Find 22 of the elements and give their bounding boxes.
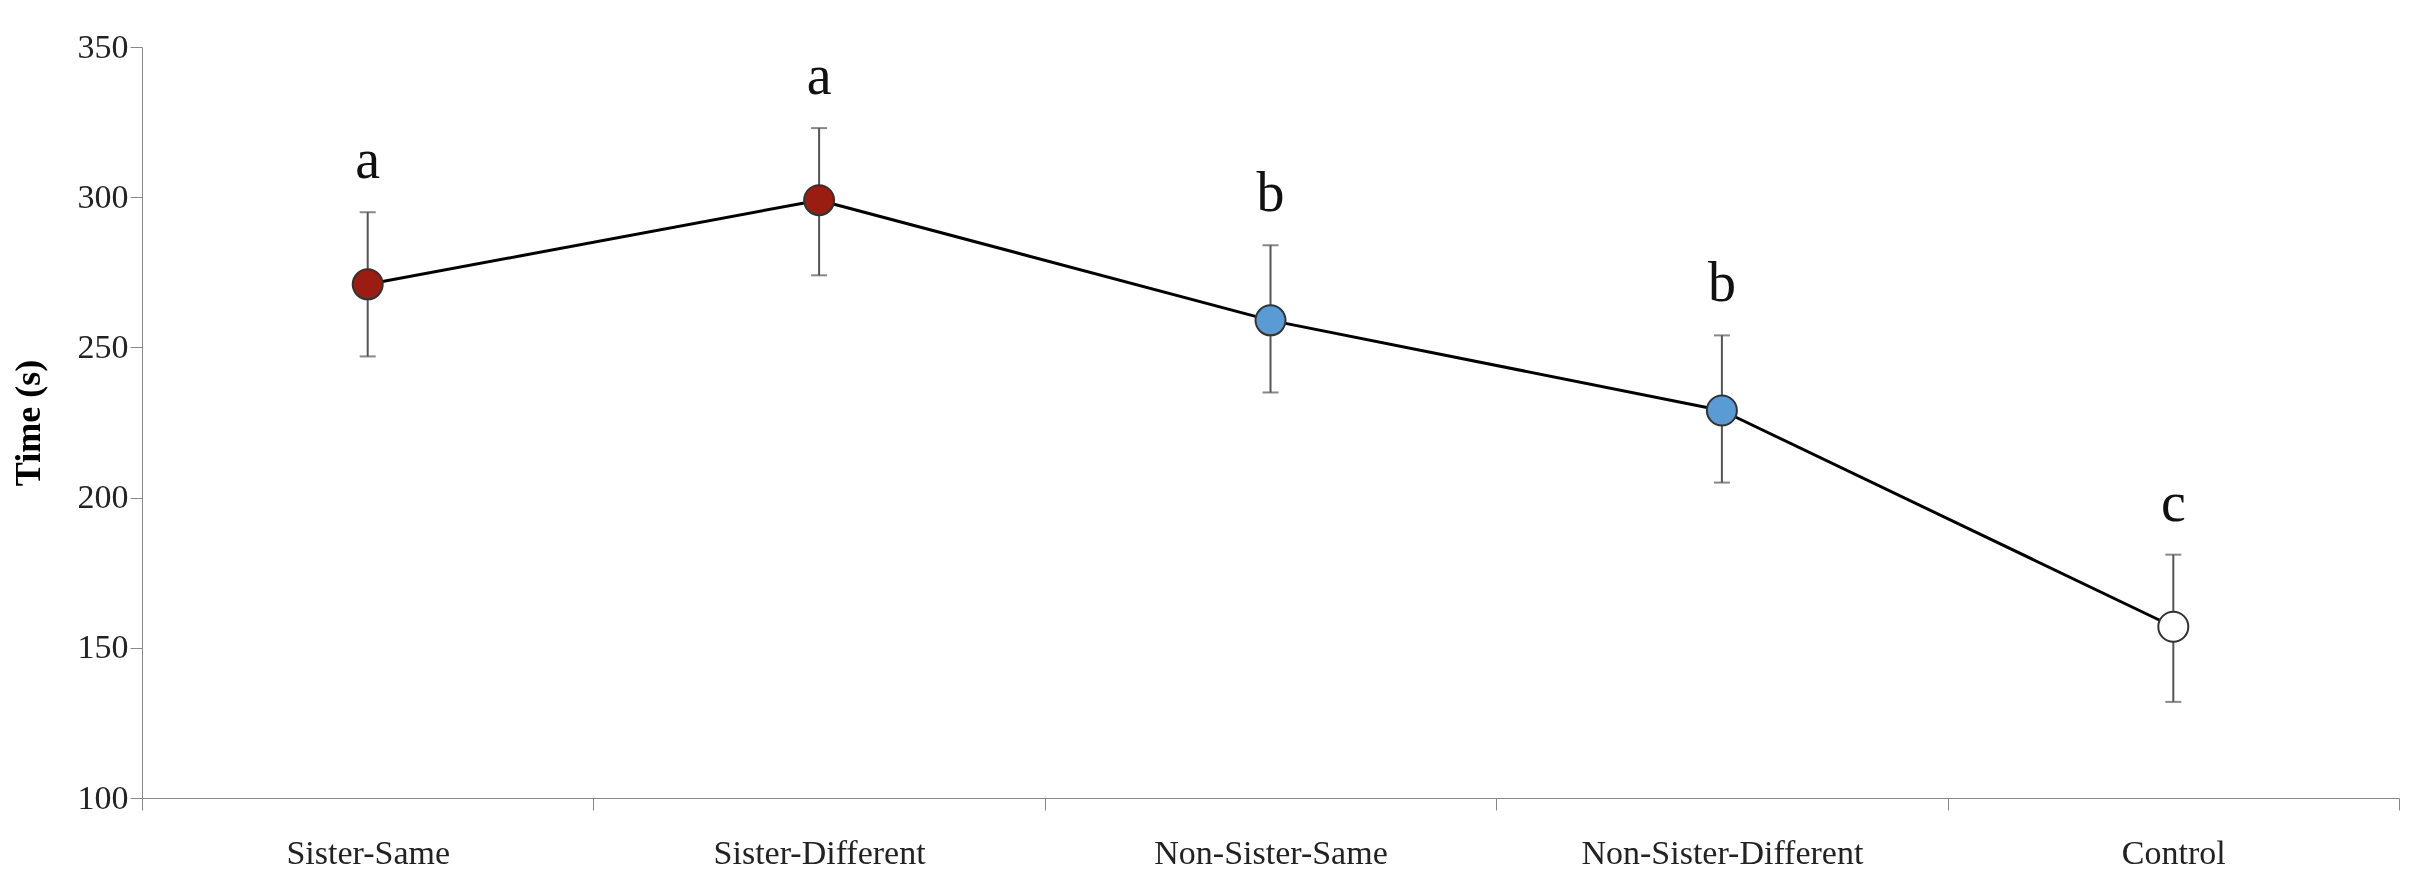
point: [2157, 610, 2190, 643]
y-tick-label: 250: [77, 327, 129, 365]
y-tick-label: 350: [77, 27, 129, 65]
x-tick-label: Control: [2121, 833, 2226, 871]
y-tick-label: 100: [77, 778, 129, 816]
x-tick-label: Non-Sister-Same: [1154, 833, 1388, 871]
annotation: b: [1707, 251, 1736, 314]
annotation: c: [2160, 470, 2186, 533]
x-tick-label: Non-Sister-Different: [1581, 833, 1864, 871]
x-tick-label: Sister-Same: [286, 833, 451, 871]
point: [351, 268, 384, 301]
point: [1254, 304, 1287, 337]
point: [1705, 394, 1738, 427]
y-tick-label: 150: [77, 628, 129, 666]
y-axis-title: Time (s): [7, 359, 48, 487]
point: [803, 184, 836, 217]
annotation: b: [1256, 161, 1285, 224]
annotation: a: [806, 44, 832, 107]
y-tick-label: 200: [77, 478, 129, 516]
annotation: a: [355, 128, 381, 191]
x-tick-label: Sister-Different: [713, 833, 927, 871]
y-tick-label: 300: [77, 177, 129, 215]
